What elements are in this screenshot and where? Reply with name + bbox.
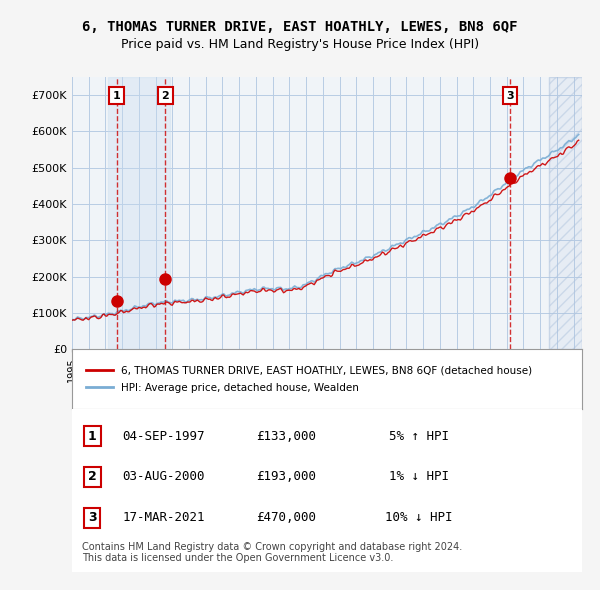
Bar bbox=[108, 77, 170, 349]
Bar bbox=[548, 77, 582, 349]
Text: Price paid vs. HM Land Registry's House Price Index (HPI): Price paid vs. HM Land Registry's House … bbox=[121, 38, 479, 51]
Text: 17-MAR-2021: 17-MAR-2021 bbox=[122, 512, 205, 525]
Text: 1% ↓ HPI: 1% ↓ HPI bbox=[389, 470, 449, 483]
Legend: 6, THOMAS TURNER DRIVE, EAST HOATHLY, LEWES, BN8 6QF (detached house), HPI: Aver: 6, THOMAS TURNER DRIVE, EAST HOATHLY, LE… bbox=[82, 361, 536, 397]
Text: 1: 1 bbox=[113, 91, 121, 101]
Text: £193,000: £193,000 bbox=[256, 470, 316, 483]
Text: £133,000: £133,000 bbox=[256, 430, 316, 442]
Text: 04-SEP-1997: 04-SEP-1997 bbox=[122, 430, 205, 442]
Text: 5% ↑ HPI: 5% ↑ HPI bbox=[389, 430, 449, 442]
Text: 1: 1 bbox=[88, 430, 97, 442]
Bar bbox=[548, 77, 582, 349]
Text: Contains HM Land Registry data © Crown copyright and database right 2024.
This d: Contains HM Land Registry data © Crown c… bbox=[82, 542, 463, 563]
Text: 10% ↓ HPI: 10% ↓ HPI bbox=[385, 512, 452, 525]
Text: 2: 2 bbox=[88, 470, 97, 483]
Text: 3: 3 bbox=[506, 91, 514, 101]
Text: 3: 3 bbox=[88, 512, 97, 525]
Text: £470,000: £470,000 bbox=[256, 512, 316, 525]
Text: 03-AUG-2000: 03-AUG-2000 bbox=[122, 470, 205, 483]
Text: 6, THOMAS TURNER DRIVE, EAST HOATHLY, LEWES, BN8 6QF: 6, THOMAS TURNER DRIVE, EAST HOATHLY, LE… bbox=[82, 19, 518, 34]
Text: 2: 2 bbox=[161, 91, 169, 101]
